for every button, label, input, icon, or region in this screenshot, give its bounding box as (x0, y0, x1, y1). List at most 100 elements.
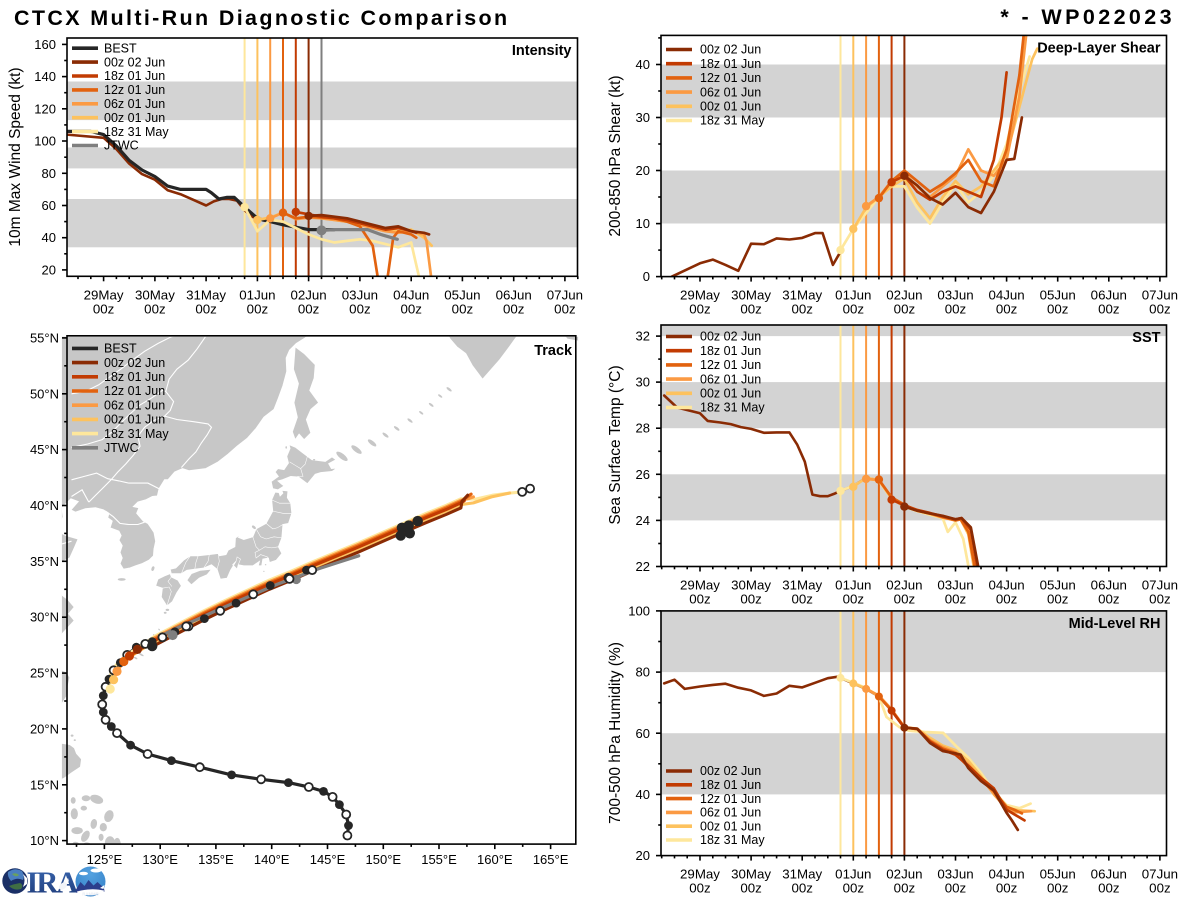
svg-text:40: 40 (636, 787, 650, 802)
svg-text:18z 01 Jun: 18z 01 Jun (700, 344, 761, 358)
svg-text:01Jun: 01Jun (239, 287, 275, 302)
svg-text:* - WP022023: * - WP022023 (1000, 5, 1175, 29)
svg-text:25°N: 25°N (30, 666, 59, 681)
svg-text:29May: 29May (680, 288, 720, 303)
svg-text:40: 40 (42, 230, 56, 245)
svg-text:00z: 00z (996, 592, 1017, 607)
svg-text:00z: 00z (740, 592, 761, 607)
svg-text:12z 01 Jun: 12z 01 Jun (104, 83, 165, 97)
svg-text:00z 01 Jun: 00z 01 Jun (700, 100, 761, 114)
svg-text:700-500 hPa Humidity (%): 700-500 hPa Humidity (%) (607, 642, 624, 824)
svg-text:06z 01 Jun: 06z 01 Jun (700, 85, 761, 99)
svg-text:15°N: 15°N (30, 777, 59, 792)
svg-text:04Jun: 04Jun (393, 287, 429, 302)
svg-text:00z: 00z (1149, 302, 1170, 317)
svg-text:00z: 00z (247, 301, 268, 316)
svg-text:00z: 00z (894, 592, 915, 607)
svg-text:24: 24 (636, 513, 650, 528)
svg-text:00z: 00z (791, 592, 812, 607)
svg-text:00z: 00z (689, 302, 710, 317)
svg-text:60: 60 (42, 198, 56, 213)
svg-text:45°N: 45°N (30, 442, 59, 457)
svg-text:120: 120 (34, 101, 56, 116)
svg-text:00z 02 Jun: 00z 02 Jun (700, 43, 761, 57)
svg-text:00z: 00z (1098, 881, 1119, 896)
svg-text:18z 31 May: 18z 31 May (700, 114, 765, 128)
svg-text:07Jun: 07Jun (1142, 288, 1178, 303)
svg-text:00z: 00z (689, 592, 710, 607)
svg-text:125°E: 125°E (87, 852, 123, 867)
svg-text:12z 01 Jun: 12z 01 Jun (700, 792, 761, 806)
svg-text:29May: 29May (680, 867, 720, 882)
svg-text:02Jun: 02Jun (290, 287, 326, 302)
svg-text:00z: 00z (1149, 592, 1170, 607)
svg-text:30°N: 30°N (30, 610, 59, 625)
svg-text:31May: 31May (186, 287, 226, 302)
svg-text:07Jun: 07Jun (1142, 578, 1178, 593)
svg-text:JTWC: JTWC (104, 441, 139, 455)
svg-text:00z: 00z (144, 301, 165, 316)
svg-text:10: 10 (636, 216, 650, 231)
svg-text:00z: 00z (843, 302, 864, 317)
svg-text:10m Max Wind Speed (kt): 10m Max Wind Speed (kt) (7, 67, 24, 246)
svg-text:12z 01 Jun: 12z 01 Jun (104, 384, 165, 398)
svg-text:00z 01 Jun: 00z 01 Jun (700, 387, 761, 401)
svg-text:00z: 00z (843, 592, 864, 607)
svg-text:18z 31 May: 18z 31 May (104, 125, 169, 139)
svg-text:00z: 00z (843, 881, 864, 896)
svg-text:0: 0 (643, 269, 650, 284)
svg-text:12z 01 Jun: 12z 01 Jun (700, 71, 761, 85)
svg-text:200-850 hPa Shear (kt): 200-850 hPa Shear (kt) (607, 75, 624, 236)
svg-text:Deep-Layer Shear: Deep-Layer Shear (1037, 40, 1161, 56)
svg-text:30: 30 (636, 110, 650, 125)
svg-text:Intensity: Intensity (512, 43, 572, 59)
svg-text:55°N: 55°N (30, 330, 59, 345)
svg-text:06z 01 Jun: 06z 01 Jun (104, 398, 165, 412)
svg-text:00z 02 Jun: 00z 02 Jun (104, 55, 165, 69)
svg-text:00z: 00z (195, 301, 216, 316)
svg-text:03Jun: 03Jun (937, 867, 973, 882)
svg-text:06Jun: 06Jun (1091, 578, 1127, 593)
svg-text:30: 30 (636, 375, 650, 390)
svg-text:50°N: 50°N (30, 386, 59, 401)
svg-text:165°E: 165°E (533, 852, 569, 867)
svg-text:05Jun: 05Jun (1040, 578, 1076, 593)
svg-text:00z: 00z (93, 301, 114, 316)
svg-text:00z 02 Jun: 00z 02 Jun (104, 356, 165, 370)
svg-text:03Jun: 03Jun (937, 578, 973, 593)
svg-text:20: 20 (636, 848, 650, 863)
svg-text:00z: 00z (740, 881, 761, 896)
svg-text:30May: 30May (731, 578, 771, 593)
svg-text:00z: 00z (894, 881, 915, 896)
svg-text:06z 01 Jun: 06z 01 Jun (700, 372, 761, 386)
svg-text:100: 100 (628, 603, 650, 618)
svg-text:03Jun: 03Jun (937, 288, 973, 303)
svg-text:02Jun: 02Jun (886, 867, 922, 882)
svg-text:00z 02 Jun: 00z 02 Jun (700, 764, 761, 778)
svg-text:00z: 00z (996, 302, 1017, 317)
svg-text:10°N: 10°N (30, 833, 59, 848)
svg-text:31May: 31May (782, 867, 822, 882)
svg-text:00z 01 Jun: 00z 01 Jun (104, 111, 165, 125)
svg-text:20: 20 (42, 262, 56, 277)
svg-text:31May: 31May (782, 578, 822, 593)
svg-text:00z: 00z (791, 881, 812, 896)
svg-text:00z: 00z (945, 881, 966, 896)
svg-text:05Jun: 05Jun (444, 287, 480, 302)
svg-text:160: 160 (34, 37, 56, 52)
svg-text:160°E: 160°E (477, 852, 513, 867)
svg-text:JTWC: JTWC (104, 139, 139, 153)
svg-text:60: 60 (636, 726, 650, 741)
svg-text:03Jun: 03Jun (342, 287, 378, 302)
svg-text:06z 01 Jun: 06z 01 Jun (104, 97, 165, 111)
svg-text:150°E: 150°E (366, 852, 402, 867)
svg-text:00z: 00z (1047, 881, 1068, 896)
svg-text:00z: 00z (1098, 302, 1119, 317)
svg-text:30May: 30May (731, 867, 771, 882)
svg-text:29May: 29May (84, 287, 124, 302)
svg-text:32: 32 (636, 329, 650, 344)
svg-text:18z 31 May: 18z 31 May (700, 401, 765, 415)
svg-text:18z 01 Jun: 18z 01 Jun (104, 370, 165, 384)
svg-text:00z: 00z (1098, 592, 1119, 607)
svg-text:SST: SST (1132, 330, 1160, 346)
